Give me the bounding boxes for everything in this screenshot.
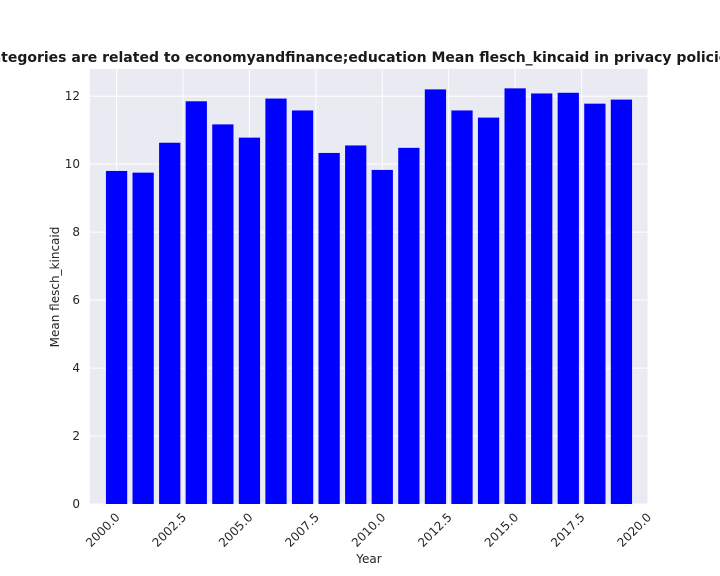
y-tick-label: 2 (72, 429, 80, 443)
bar-2015 (504, 88, 526, 504)
bar-2007 (291, 110, 314, 504)
y-tick-label: 10 (65, 157, 80, 171)
bars (105, 88, 633, 504)
y-tick-label: 8 (72, 225, 80, 239)
bar-2005 (238, 137, 261, 504)
y-tick-labels: 0 2 4 6 8 10 12 (65, 89, 80, 511)
x-tick-label: 2020.0 (615, 510, 655, 550)
y-tick-label: 6 (72, 293, 80, 307)
x-tick-label: 2017.5 (548, 510, 588, 550)
chart-title: categories are related to economyandfina… (0, 50, 720, 66)
y-tick-label: 12 (65, 89, 80, 103)
bar-2017 (557, 92, 579, 504)
y-tick-label: 0 (72, 497, 80, 511)
x-tick-label: 2015.0 (482, 510, 522, 550)
x-tick-label: 2005.0 (216, 510, 256, 550)
bar-2010 (371, 169, 393, 504)
bar-2006 (265, 98, 287, 504)
bar-2014 (477, 117, 500, 504)
x-tick-labels: 2000.0 2002.5 2005.0 2007.5 2010.0 2012.5 2015… (83, 510, 654, 550)
x-tick-label: 2012.5 (415, 510, 455, 550)
bar-2002 (159, 142, 181, 504)
bar-2000 (105, 170, 128, 504)
bar-2018 (584, 103, 606, 504)
y-axis-label: Mean flesch_kincaid (48, 227, 62, 348)
bar-2013 (451, 110, 473, 504)
x-tick-label: 2010.0 (349, 510, 389, 550)
x-tick-label: 2007.5 (282, 510, 322, 550)
bar-2004 (212, 124, 234, 504)
x-tick-label: 2000.0 (83, 510, 123, 550)
bar-2008 (318, 152, 340, 504)
y-tick-label: 4 (72, 361, 80, 375)
bar-2011 (398, 147, 420, 504)
bar-2019 (610, 99, 633, 504)
bar-2016 (531, 93, 553, 504)
bar-2003 (185, 101, 207, 504)
x-axis-label: Year (355, 552, 381, 566)
bar-2009 (345, 145, 367, 504)
bar-2001 (132, 172, 154, 504)
bar-2012 (424, 89, 447, 504)
x-tick-label: 2002.5 (150, 510, 190, 550)
